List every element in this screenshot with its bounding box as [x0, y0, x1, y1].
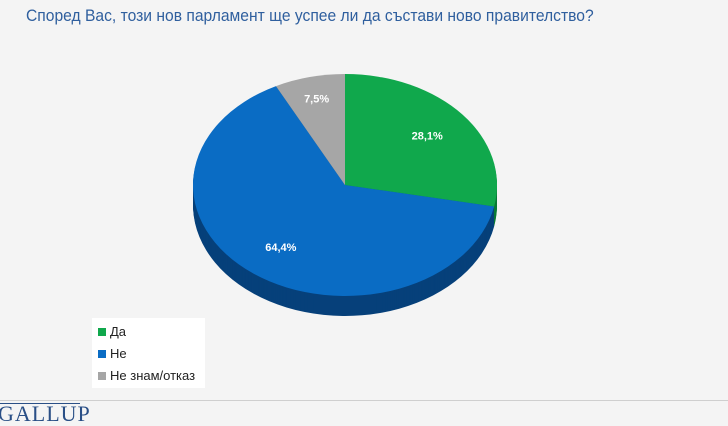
- data-label: 28,1%: [412, 131, 443, 143]
- legend: Да Не Не знам/отказ: [92, 318, 205, 388]
- pie-slice-2: [275, 74, 345, 185]
- chart-title: Според Вас, този нов парламент ще успее …: [26, 6, 594, 25]
- divider: [0, 400, 728, 401]
- legend-swatch: [98, 371, 106, 380]
- logo-line: [0, 403, 80, 404]
- data-label: 7,5%: [304, 94, 329, 106]
- legend-label: Не: [110, 346, 127, 361]
- legend-item-yes: Да: [98, 324, 126, 339]
- legend-item-no: Не: [98, 346, 127, 361]
- legend-swatch: [98, 349, 106, 358]
- legend-label: Да: [110, 324, 127, 339]
- legend-item-dontknow: Не знам/отказ: [98, 368, 195, 383]
- gallup-logo: GALLUP: [0, 401, 91, 426]
- legend-swatch: [98, 327, 106, 336]
- data-label: 64,4%: [265, 242, 296, 254]
- pie-chart: 28,1% 64,4% 7,5%: [192, 74, 498, 317]
- pie-slice-0: [345, 74, 497, 207]
- pie-slice-1: [192, 86, 495, 297]
- legend-label: Не знам/отказ: [110, 368, 196, 383]
